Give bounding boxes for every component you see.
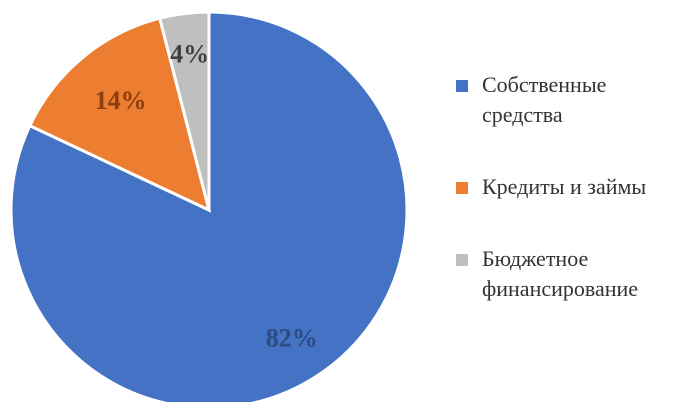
data-label-budget: 4%: [170, 40, 209, 69]
slice-budget: [157, 10, 211, 211]
chart-legend: Собственные средства Кредиты и займы Бюд…: [456, 70, 676, 304]
legend-swatch-own-funds: [456, 80, 468, 92]
slice-loans: [27, 16, 212, 213]
slice-own-funds: [9, 10, 409, 402]
legend-item-budget: Бюджетное финансирование: [456, 244, 676, 304]
legend-swatch-budget: [456, 254, 468, 266]
data-label-own-funds: 82%: [266, 323, 318, 352]
legend-swatch-loans: [456, 182, 468, 194]
legend-label-own-funds: Собственные средства: [482, 72, 607, 127]
legend-item-own-funds: Собственные средства: [456, 70, 676, 130]
legend-label-loans: Кредиты и займы: [482, 174, 647, 199]
legend-item-loans: Кредиты и займы: [456, 172, 676, 202]
data-label-loans: 14%: [95, 86, 147, 115]
legend-label-budget: Бюджетное финансирование: [482, 246, 639, 301]
